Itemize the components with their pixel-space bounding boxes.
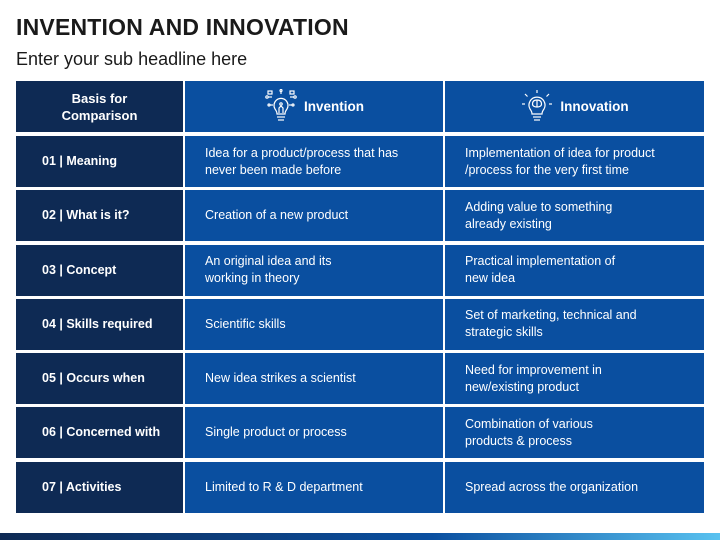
invention-cell: Limited to R & D department [185, 461, 443, 513]
invention-text: Limited to R & D department [205, 479, 363, 494]
circuit-bulb-icon [265, 88, 297, 121]
innovation-cell: Spread across the organization [445, 461, 704, 513]
table-header-row: Basis for Comparison Invention [16, 81, 704, 132]
innovation-cell: Set of marketing, technical and strategi… [445, 298, 704, 350]
basis-cell: 01 | Meaning [16, 136, 183, 187]
innovation-text: Combination of various products & proces… [465, 416, 593, 448]
invention-text: Creation of a new product [205, 208, 349, 223]
invention-text: New idea strikes a scientist [205, 371, 356, 386]
innovation-text: Set of marketing, technical and strategi… [465, 308, 637, 340]
header-innovation-label: Innovation [560, 99, 629, 114]
table-row: 03 | Concept An original idea and its wo… [16, 244, 704, 296]
innovation-cell: Adding value to something already existi… [445, 190, 704, 242]
header-invention-label: Invention [304, 99, 364, 114]
invention-text: Idea for a product/process that has neve… [205, 145, 399, 177]
invention-cell: New idea strikes a scientist [185, 353, 443, 405]
invention-text: An original idea and its working in theo… [205, 254, 332, 286]
innovation-cell: Practical implementation of new idea [445, 244, 704, 296]
invention-text: Single product or process [205, 425, 347, 440]
table-row: 01 | Meaning Idea for a product/process … [16, 136, 704, 187]
header-innovation: Innovation [445, 81, 704, 132]
innovation-text: Implementation of idea for product /proc… [465, 145, 655, 177]
basis-cell: 03 | Concept [16, 244, 183, 296]
innovation-text: Adding value to something already existi… [465, 199, 613, 231]
header-invention: Invention [185, 81, 443, 132]
innovation-cell: Need for improvement in new/existing pro… [445, 353, 704, 405]
invention-cell: Single product or process [185, 407, 443, 459]
invention-cell: An original idea and its working in theo… [185, 244, 443, 296]
innovation-text: Practical implementation of new idea [465, 254, 616, 286]
innovation-text: Need for improvement in new/existing pro… [465, 362, 602, 394]
invention-text: Scientific skills [205, 316, 286, 331]
invention-cell: Creation of a new product [185, 190, 443, 242]
comparison-table: Basis for Comparison Invention [16, 81, 704, 516]
page-subtitle: Enter your sub headline here [16, 49, 248, 69]
brain-bulb-icon [522, 89, 553, 121]
table-row: 02 | What is it? Creation of a new produ… [16, 190, 704, 242]
bottom-accent-bar [0, 533, 720, 540]
innovation-cell: Implementation of idea for product /proc… [445, 136, 704, 187]
header-basis: Basis for Comparison [16, 81, 183, 132]
basis-cell: 07 | Activities [16, 461, 183, 513]
basis-cell: 05 | Occurs when [16, 353, 183, 405]
header-basis-label: Basis for Comparison [61, 90, 138, 123]
table-row: 07 | Activities Limited to R & D departm… [16, 461, 704, 513]
page-title: INVENTION AND INNOVATION [16, 14, 349, 40]
table-row: 04 | Skills required Scientific skills S… [16, 298, 704, 350]
basis-cell: 02 | What is it? [16, 190, 183, 242]
table-row: 05 | Occurs when New idea strikes a scie… [16, 353, 704, 405]
basis-cell: 06 | Concerned with [16, 407, 183, 459]
innovation-text: Spread across the organization [465, 479, 639, 494]
invention-cell: Scientific skills [185, 298, 443, 350]
innovation-cell: Combination of various products & proces… [445, 407, 704, 459]
basis-cell: 04 | Skills required [16, 298, 183, 350]
table-row: 06 | Concerned with Single product or pr… [16, 407, 704, 459]
invention-cell: Idea for a product/process that has neve… [185, 136, 443, 187]
